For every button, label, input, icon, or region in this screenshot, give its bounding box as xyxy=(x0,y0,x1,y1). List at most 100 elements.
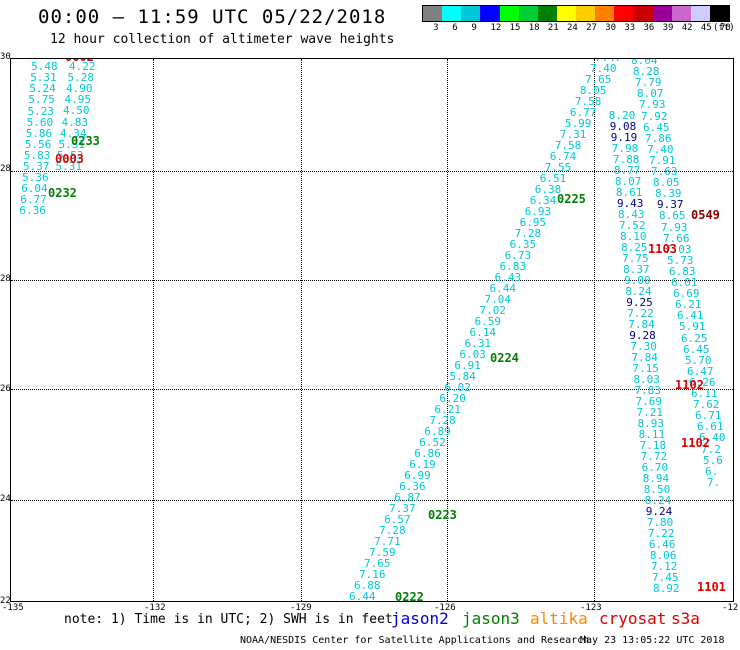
color-scale-tick: 18 xyxy=(528,23,540,33)
wave-height-value: 5.56 xyxy=(24,137,52,151)
longitude-label: -132 xyxy=(144,603,166,613)
wave-height-value: 4.50 xyxy=(63,104,90,118)
longitude-label: -12 xyxy=(722,603,739,613)
wave-height-value: 7.98 xyxy=(611,142,639,155)
wave-height-value: 7.37 xyxy=(389,502,416,515)
wave-height-value: 6.69 xyxy=(673,287,700,301)
wave-height-value: 6.38 xyxy=(534,183,562,196)
wave-height-value: 7.28 xyxy=(379,524,406,537)
wave-height-value: 6.86 xyxy=(414,447,441,460)
wave-height-value: 7.03 xyxy=(665,242,692,256)
page-subtitle: 12 hour collection of altimeter wave hei… xyxy=(50,32,395,47)
wave-height-value: 8.28 xyxy=(633,65,660,79)
wave-height-value: 7.15 xyxy=(632,362,659,375)
color-swatch xyxy=(652,6,672,21)
wave-height-value: 5.83 xyxy=(23,148,51,162)
color-swatch xyxy=(556,6,576,21)
wave-height-value: 6.03 xyxy=(459,348,486,361)
legend-entry-cryosat: cryosat xyxy=(599,609,667,628)
color-swatch xyxy=(499,6,519,21)
track-time-label: 0233 xyxy=(71,134,100,148)
wave-height-value: 5.60 xyxy=(26,115,54,129)
wave-height-value: 7.40 xyxy=(589,62,617,75)
wave-height-value: 6.70 xyxy=(641,461,669,474)
wave-height-value: 5.70 xyxy=(685,353,712,367)
wave-height-value: 6.21 xyxy=(434,403,461,416)
track-time-label: 0222 xyxy=(395,590,424,602)
wave-height-value: 6.34 xyxy=(529,194,557,207)
wave-height-value: 8.04 xyxy=(631,58,658,67)
wave-height-value: 5.48 xyxy=(31,60,58,74)
wave-height-value: 8.24 xyxy=(625,285,652,298)
wave-height-value: 7.86 xyxy=(645,131,672,145)
legend-entry-s3a: s3a xyxy=(671,609,700,628)
wave-height-value: 8.39 xyxy=(655,187,682,201)
wave-height-value: 7.65 xyxy=(364,557,391,570)
color-swatch xyxy=(461,6,481,21)
grid-line xyxy=(301,59,302,601)
latitude-label: 22 xyxy=(0,596,11,606)
wave-height-value: 6.40 xyxy=(699,431,726,445)
wave-height-value: 7.55 xyxy=(544,161,572,174)
wave-height-value: 6.91 xyxy=(454,359,481,372)
wave-height-value: 6.25 xyxy=(681,331,708,345)
wave-height-value: 7.47 xyxy=(595,59,622,63)
wave-height-value: 7.93 xyxy=(661,220,688,234)
wave-height-value: 8.92 xyxy=(653,582,680,595)
wave-height-value: 6.47 xyxy=(687,364,714,378)
wave-height-value: 6.74 xyxy=(549,150,577,163)
wave-height-value: 7.59 xyxy=(369,546,396,559)
track-time-label: 0225 xyxy=(557,192,586,206)
wave-height-value: 6.77 xyxy=(569,106,597,119)
track-time-label: 0002 xyxy=(65,59,94,63)
color-scale-tick: 12 xyxy=(490,23,502,33)
map-plot-area: 5.315.485.315.245.755.235.605.865.565.83… xyxy=(10,58,734,602)
wave-height-value: 6.52 xyxy=(419,436,446,449)
color-swatch xyxy=(614,6,634,21)
wave-height-value: 6.19 xyxy=(409,458,436,471)
wave-height-value: 8.11 xyxy=(638,428,666,441)
track-time-label: 1103 xyxy=(648,242,677,256)
wave-height-value: 7.72 xyxy=(640,450,668,463)
color-swatch xyxy=(480,6,500,21)
wave-height-value: 6.11 xyxy=(691,387,718,400)
wave-height-value: 5.31 xyxy=(58,137,86,151)
wave-height-value: 6.04 xyxy=(21,182,48,196)
longitude-label: -129 xyxy=(290,603,312,613)
wave-height-value: 6. xyxy=(705,464,719,478)
track-time-label: 0223 xyxy=(428,508,457,522)
wave-height-value: 8.77 xyxy=(613,164,641,177)
wave-height-value: 6.71 xyxy=(695,409,722,423)
longitude-label: -126 xyxy=(434,603,456,613)
page-title: 00:00 – 11:59 UTC 05/22/2018 xyxy=(38,6,387,28)
color-swatch xyxy=(671,6,691,21)
wave-height-value: 9.43 xyxy=(616,197,644,210)
grid-line xyxy=(594,59,595,601)
track-time-label: 0232 xyxy=(48,186,77,200)
wave-height-value: 6.51 xyxy=(539,172,567,185)
wave-height-value: 6.46 xyxy=(648,538,676,551)
track-time-label: 0549 xyxy=(691,208,720,222)
wave-height-value: 8.94 xyxy=(642,472,670,485)
wave-height-value: 7.79 xyxy=(635,76,662,90)
color-swatch xyxy=(423,6,443,21)
wave-height-value: 7.45 xyxy=(651,571,679,584)
color-scale-tick: 15 xyxy=(509,23,521,33)
wave-height-value: 5.86 xyxy=(25,126,53,140)
wave-height-value: 6.02 xyxy=(444,381,471,394)
wave-height-value: 8.43 xyxy=(617,208,645,221)
wave-height-value: 7.66 xyxy=(663,231,690,245)
wave-height-value: 7.58 xyxy=(574,95,602,108)
wave-height-value: 8.07 xyxy=(614,175,642,188)
wave-height-value: 6.21 xyxy=(675,298,702,312)
color-scale-tick: 3 xyxy=(433,23,439,33)
track-time-label: 1102 xyxy=(681,436,710,450)
wave-height-value: 7.71 xyxy=(374,535,401,548)
wave-height-value: 7.58 xyxy=(554,139,582,152)
color-scale-unit: (ft) xyxy=(713,23,735,33)
wave-height-value: 5.31 xyxy=(30,71,57,85)
wave-height-value: 9.25 xyxy=(626,296,653,309)
color-swatch xyxy=(595,6,615,21)
grid-line xyxy=(447,59,448,601)
wave-height-value: 7.2 xyxy=(701,442,721,456)
